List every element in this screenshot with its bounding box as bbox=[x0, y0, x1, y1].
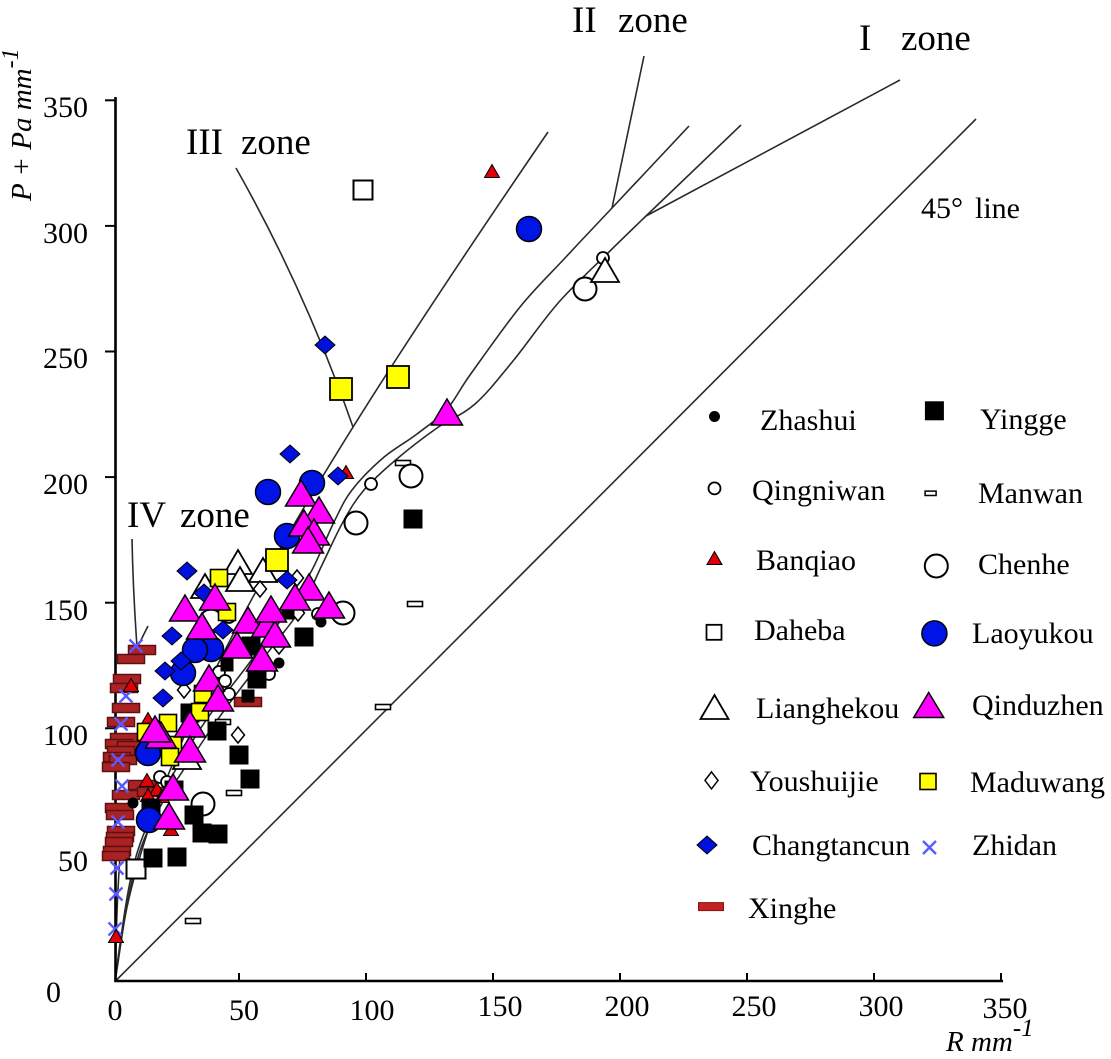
svg-text:350: 350 bbox=[983, 992, 1028, 1025]
svg-text:300: 300 bbox=[859, 990, 904, 1023]
svg-text:150: 150 bbox=[43, 594, 88, 627]
svg-text:Laoyukou: Laoyukou bbox=[972, 617, 1094, 650]
svg-text:Banqiao: Banqiao bbox=[756, 544, 856, 577]
svg-text:300: 300 bbox=[43, 217, 88, 250]
svg-text:0: 0 bbox=[108, 994, 123, 1027]
svg-text:45°line: 45° line bbox=[921, 192, 1020, 225]
svg-text:Zhashui: Zhashui bbox=[760, 404, 857, 437]
svg-text:50: 50 bbox=[58, 845, 88, 878]
svg-text:Zhidan: Zhidan bbox=[972, 829, 1057, 862]
svg-text:Youshuijie: Youshuijie bbox=[750, 765, 879, 798]
svg-text:Yingge: Yingge bbox=[980, 403, 1067, 436]
svg-text:Changtancun: Changtancun bbox=[752, 829, 910, 862]
svg-text:Qingniwan: Qingniwan bbox=[752, 474, 885, 507]
svg-text:50: 50 bbox=[229, 994, 259, 1027]
svg-text:250: 250 bbox=[43, 342, 88, 375]
svg-text:350: 350 bbox=[43, 91, 88, 124]
svg-text:200: 200 bbox=[43, 468, 88, 501]
svg-text:200: 200 bbox=[605, 990, 650, 1023]
svg-text:250: 250 bbox=[732, 990, 777, 1023]
svg-text:Maduwang: Maduwang bbox=[970, 766, 1105, 799]
svg-text:Xinghe: Xinghe bbox=[748, 892, 836, 925]
svg-text:Chenhe: Chenhe bbox=[978, 548, 1070, 581]
svg-text:Lianghekou: Lianghekou bbox=[756, 692, 899, 725]
svg-text:Manwan: Manwan bbox=[978, 477, 1083, 510]
svg-text:P + Pa mm-1: P + Pa mm-1 bbox=[0, 48, 38, 202]
svg-text:0: 0 bbox=[46, 976, 61, 1009]
svg-text:Daheba: Daheba bbox=[754, 614, 846, 647]
svg-text:100: 100 bbox=[350, 994, 395, 1027]
svg-text:100: 100 bbox=[43, 719, 88, 752]
svg-text:Qinduzhen: Qinduzhen bbox=[972, 689, 1104, 722]
svg-text:150: 150 bbox=[478, 990, 523, 1023]
